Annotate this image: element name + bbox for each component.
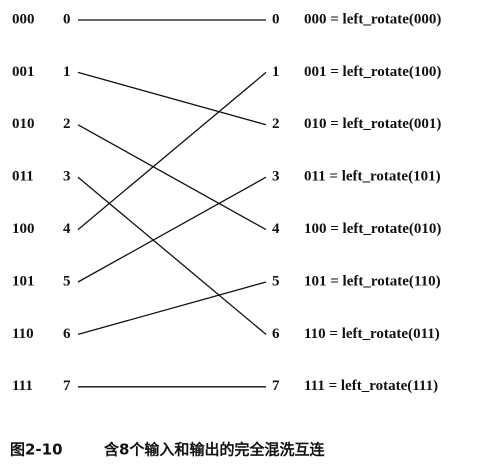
input-decimal: 3 bbox=[63, 169, 71, 185]
connection bbox=[77, 71, 267, 126]
connections bbox=[77, 19, 267, 388]
input-decimal: 4 bbox=[63, 221, 71, 237]
connection bbox=[77, 71, 267, 231]
output-equation: 100 = left_rotate(010) bbox=[304, 221, 441, 237]
output-decimal: 7 bbox=[272, 378, 280, 394]
input-decimal: 6 bbox=[63, 326, 71, 342]
connection bbox=[77, 124, 267, 231]
output-equation: 111 = left_rotate(111) bbox=[304, 378, 438, 394]
input-binary: 010 bbox=[12, 116, 35, 132]
output-equation: 101 = left_rotate(110) bbox=[304, 273, 441, 289]
output-decimal: 2 bbox=[272, 116, 280, 132]
output-decimal: 3 bbox=[272, 169, 280, 185]
input-binary: 000 bbox=[12, 11, 35, 27]
input-decimal: 1 bbox=[63, 64, 71, 80]
input-binary: 111 bbox=[12, 378, 33, 394]
connection bbox=[77, 176, 267, 283]
input-binary: 011 bbox=[12, 169, 34, 185]
figure-title: 含8个输入和输出的完全混洗互连 bbox=[104, 441, 325, 459]
output-decimal: 6 bbox=[272, 326, 280, 342]
input-decimal: 0 bbox=[63, 11, 71, 27]
input-decimal: 7 bbox=[63, 378, 71, 394]
input-decimal: 2 bbox=[63, 116, 71, 132]
input-decimal: 5 bbox=[63, 273, 71, 289]
input-binary: 101 bbox=[12, 273, 35, 289]
input-binary: 110 bbox=[12, 326, 34, 342]
output-decimal: 0 bbox=[272, 11, 280, 27]
output-equation: 010 = left_rotate(001) bbox=[304, 116, 441, 132]
output-equation: 001 = left_rotate(100) bbox=[304, 64, 441, 80]
output-equation: 110 = left_rotate(011) bbox=[304, 326, 440, 342]
input-binary: 001 bbox=[12, 64, 35, 80]
output-decimal: 4 bbox=[272, 221, 280, 237]
output-equation: 011 = left_rotate(101) bbox=[304, 169, 441, 185]
output-decimal: 5 bbox=[272, 273, 280, 289]
figure-number: 图2-10 bbox=[10, 441, 63, 459]
output-decimal: 1 bbox=[272, 64, 280, 80]
connection bbox=[77, 176, 267, 335]
input-binary: 100 bbox=[12, 221, 35, 237]
connection bbox=[77, 281, 267, 336]
output-equation: 000 = left_rotate(000) bbox=[304, 11, 441, 27]
